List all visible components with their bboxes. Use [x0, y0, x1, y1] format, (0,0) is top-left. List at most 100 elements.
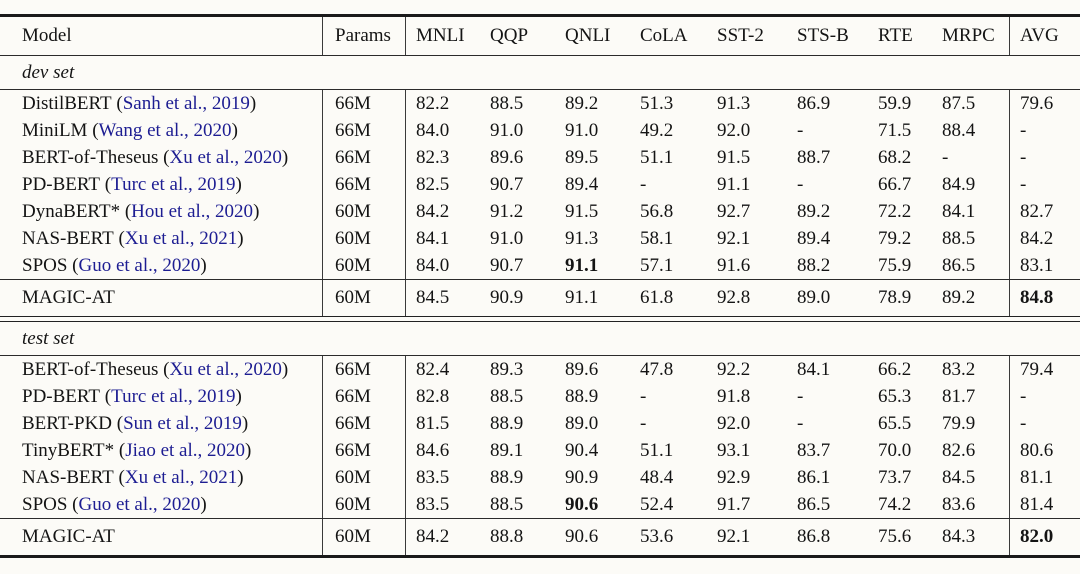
score-cell: 84.9 [942, 173, 976, 195]
column-header-cola: CoLA [640, 25, 688, 46]
params-cell: 66M [322, 356, 405, 383]
column-header-rte: RTE [878, 25, 913, 46]
citation-link[interactable]: Sanh et al., 2019 [122, 92, 250, 114]
score-cell: 91.6 [717, 254, 751, 276]
table-body: dev set DistilBERT (Sanh et al., 2019) 66M… [0, 56, 1080, 555]
score-cell: 48.4 [640, 466, 674, 488]
column-header-stsb: STS-B [797, 25, 849, 46]
citation-link[interactable]: Jiao et al., 2020 [125, 439, 245, 461]
table-row: NAS-BERT (Xu et al., 2021) 60M 83.5 88.9 90.… [0, 464, 1080, 491]
score-cell: 90.6 [565, 526, 599, 547]
citation-link[interactable]: Guo et al., 2020 [78, 254, 201, 276]
table-row: SPOS (Guo et al., 2020) 60M 83.5 88.5 90.6 52… [0, 491, 1080, 518]
citation-link[interactable]: Hou et al., 2020 [131, 200, 254, 222]
score-cell: 47.8 [640, 358, 674, 380]
params-cell: 66M [322, 383, 405, 410]
citation-link[interactable]: Xu et al., 2020 [169, 358, 282, 380]
model-cell: MAGIC-AT [0, 519, 322, 555]
table-row: BERT-PKD (Sun et al., 2019) 66M 81.5 88.9 89… [0, 410, 1080, 437]
model-name: MiniLM [22, 119, 88, 141]
column-header-model: Model [22, 25, 72, 46]
score-cell: - [942, 146, 949, 168]
score-cell: 84.3 [942, 526, 976, 547]
score-cell: 91.7 [717, 493, 751, 515]
avg-cell: 82.0 [1009, 519, 1080, 555]
model-cell: DistilBERT (Sanh et al., 2019) [22, 92, 257, 114]
avg-cell: - [1009, 117, 1080, 144]
avg-cell: - [1009, 144, 1080, 171]
score-cell: - [640, 173, 647, 195]
model-cell: BERT-of-Theseus (Xu et al., 2020) [22, 358, 289, 380]
citation-link[interactable]: Guo et al., 2020 [78, 493, 201, 515]
table-row: TinyBERT* (Jiao et al., 2020) 66M 84.6 89.1… [0, 437, 1080, 464]
model-cell: PD-BERT (Turc et al., 2019) [22, 173, 242, 195]
score-cell: 83.5 [405, 464, 480, 491]
score-cell: 89.0 [565, 412, 599, 434]
score-cell: 51.1 [640, 146, 674, 168]
score-cell: 88.9 [565, 385, 599, 407]
params-cell: 66M [322, 90, 405, 117]
model-cell: SPOS (Guo et al., 2020) [22, 493, 207, 515]
citation-link[interactable]: Xu et al., 2021 [124, 227, 238, 249]
score-cell: 65.3 [878, 385, 912, 407]
score-cell: 73.7 [878, 466, 912, 488]
rule [0, 279, 1080, 280]
score-cell: 92.1 [717, 526, 751, 547]
citation-link[interactable]: Xu et al., 2021 [124, 466, 238, 488]
score-cell: 72.2 [878, 200, 912, 222]
score-cell: 89.2 [942, 287, 976, 308]
header-row: Model Params MNLI QQP QNLI CoLA SST-2 ST… [0, 17, 1080, 55]
score-cell: - [797, 173, 804, 195]
citation-link[interactable]: Turc et al., 2019 [111, 385, 236, 407]
score-cell: 84.1 [942, 200, 976, 222]
score-cell: 92.8 [717, 287, 751, 308]
header-rule [0, 55, 1080, 56]
model-cell: MAGIC-AT [0, 280, 322, 316]
score-cell: 91.0 [490, 227, 524, 249]
score-cell: 59.9 [878, 92, 912, 114]
citation-link[interactable]: Xu et al., 2020 [169, 146, 282, 168]
params-cell: 66M [322, 437, 405, 464]
score-cell: 88.5 [490, 493, 524, 515]
score-cell: 56.8 [640, 200, 674, 222]
citation-link[interactable]: Sun et al., 2019 [123, 412, 242, 434]
score-cell: - [797, 412, 804, 434]
section-label: dev set [22, 61, 75, 83]
citation-link[interactable]: Wang et al., 2020 [98, 119, 232, 141]
score-cell: 90.9 [490, 287, 524, 308]
score-cell: 83.6 [942, 493, 976, 515]
score-cell: - [797, 119, 804, 141]
score-cell: 82.5 [405, 171, 480, 198]
column-header-sst2: SST-2 [717, 25, 764, 46]
score-cell: 84.0 [405, 252, 480, 279]
avg-cell: 84.8 [1009, 280, 1080, 316]
score-cell: 92.1 [717, 227, 751, 249]
column-header-mrpc: MRPC [942, 25, 995, 46]
score-cell: 91.1 [717, 173, 751, 195]
score-cell: 82.8 [405, 383, 480, 410]
table-row: MAGIC-AT 60M 84.5 90.9 91.1 61.8 92.8 89.0 78.9 8… [0, 280, 1080, 316]
score-cell: - [797, 385, 804, 407]
score-cell: 75.9 [878, 254, 912, 276]
score-cell: 86.9 [797, 92, 831, 114]
params-cell: 60M [322, 519, 405, 555]
citation-link[interactable]: Turc et al., 2019 [111, 173, 236, 195]
avg-cell: 84.2 [1009, 225, 1080, 252]
rule [0, 355, 1080, 356]
score-cell: 89.3 [490, 358, 524, 380]
params-cell: 60M [322, 225, 405, 252]
model-name: PD-BERT [22, 173, 101, 195]
score-cell: - [640, 385, 647, 407]
score-cell: 51.1 [640, 439, 674, 461]
params-cell: 66M [322, 117, 405, 144]
score-cell: 89.0 [797, 287, 831, 308]
score-cell: 83.2 [942, 358, 976, 380]
score-cell: 84.5 [942, 466, 976, 488]
avg-cell: 81.4 [1009, 491, 1080, 518]
table-row: NAS-BERT (Xu et al., 2021) 60M 84.1 91.0 91.… [0, 225, 1080, 252]
model-cell: BERT-PKD (Sun et al., 2019) [22, 412, 249, 434]
model-cell: DynaBERT* (Hou et al., 2020) [22, 200, 260, 222]
score-cell: 89.2 [565, 92, 599, 114]
score-cell: 82.6 [942, 439, 976, 461]
